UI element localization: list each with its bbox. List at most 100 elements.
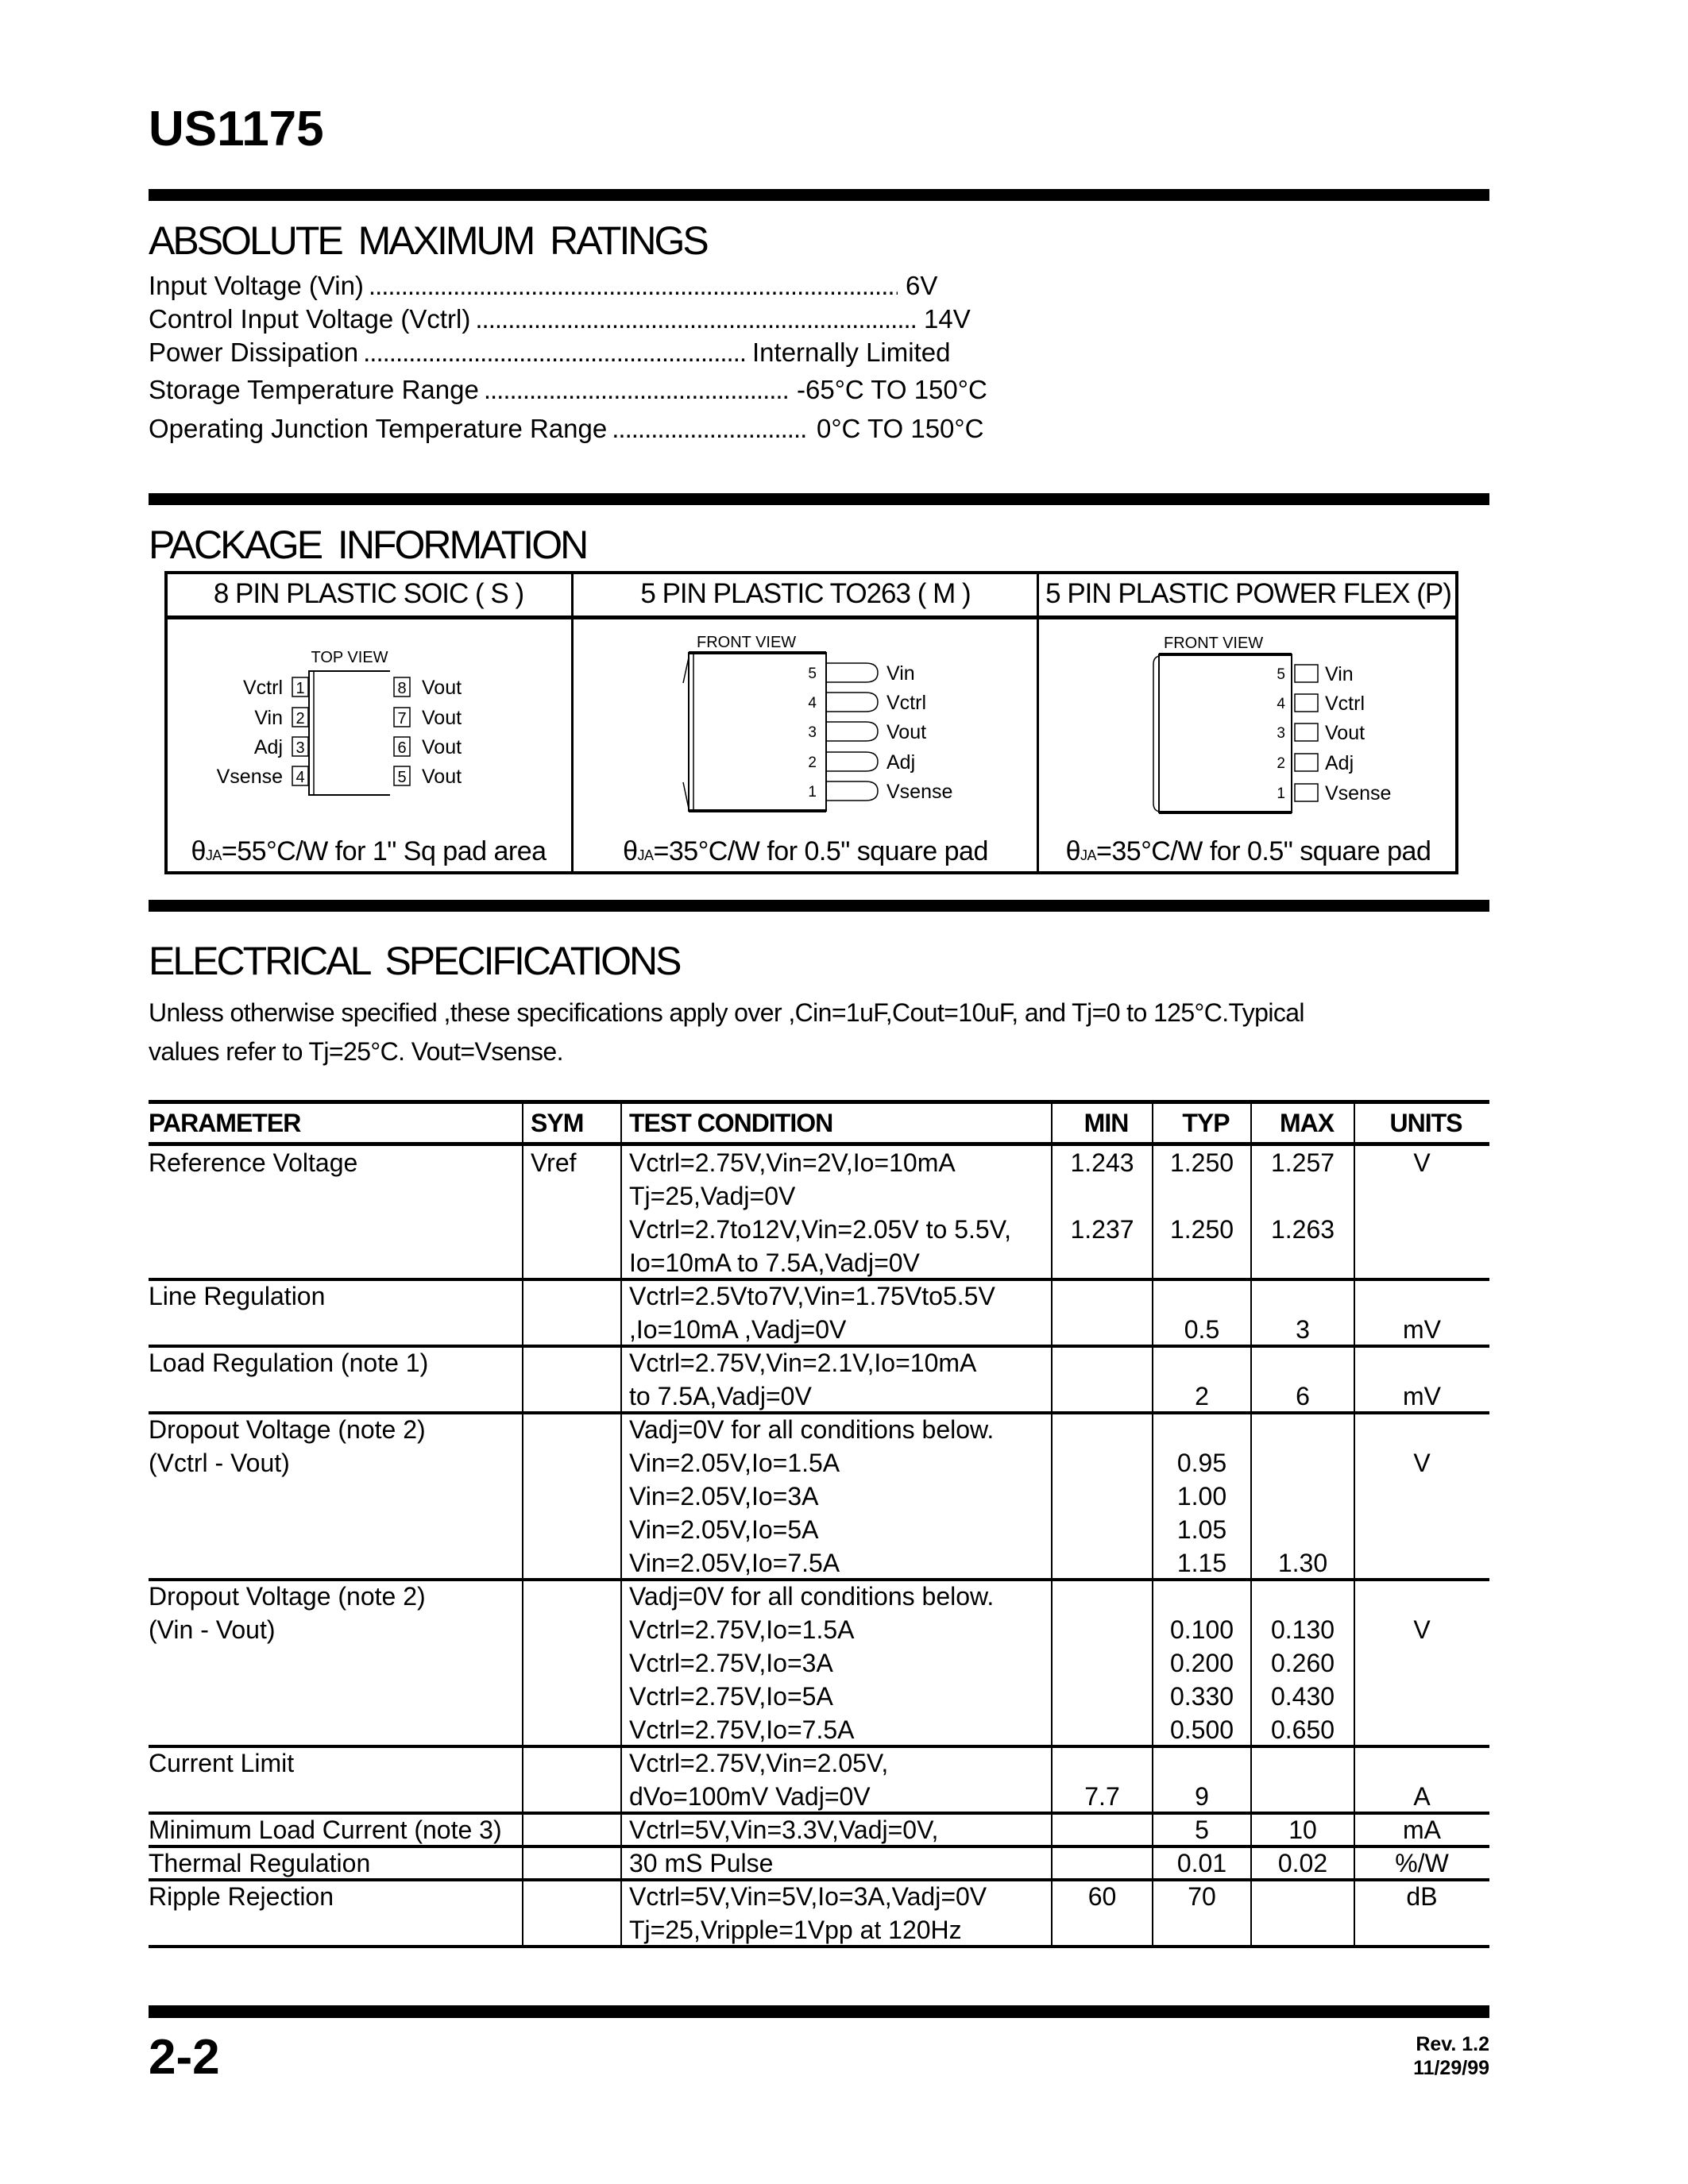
table-cell: 0.100 [1169,1615,1234,1644]
rating-leader: ........................................… [363,338,744,367]
table-cell: Minimum Load Current (note 3) [149,1815,502,1844]
pin-label: Vsense [217,766,283,788]
table-cell: Tj=25,Vadj=0V [629,1182,796,1210]
rating-label: Storage Temperature Range [149,375,479,404]
pin-lead [1294,693,1319,712]
table-cell: 0.5 [1184,1315,1220,1344]
table-cell: dB [1406,1882,1438,1911]
pin-label: Adj [1325,752,1354,774]
column-divider [571,571,574,874]
table-cell: Line Regulation [149,1282,326,1310]
table-row-rule [149,1945,1489,1948]
rating-value: 6V [906,271,938,300]
page-number: 2-2 [149,2030,220,2085]
pin-number: 2 [808,754,817,771]
package-to263-title: 5 PIN PLASTIC TO263 ( M ) [640,578,971,609]
rating-item: Power Dissipation.......................… [149,336,950,369]
pin-label: Vout [422,707,462,729]
table-cell: Ripple Rejection [149,1882,334,1911]
rating-item: Control Input Voltage (Vctrl)...........… [149,303,971,336]
soic-thermal-resistance: θJA=55°C/W for 1" Sq pad area [164,834,573,869]
pin-label: Vsense [886,781,952,803]
pin-label: Vout [422,766,462,788]
to263-diagram: FRONT VIEW 5 Vin 4 Vctrl 3 Vout 2 Adj 1 Vsense [682,634,952,812]
powerflex-view-label: FRONT VIEW [1164,635,1263,652]
pin-label: Vin [886,662,915,685]
table-cell: Io=10mA to 7.5A,Vadj=0V [629,1248,920,1277]
pin-lead [826,662,879,683]
table-cell: 0.330 [1169,1682,1234,1711]
table-cell: 1.30 [1277,1549,1328,1577]
pin-label: Vout [422,677,462,699]
table-cell: V [1413,1449,1431,1477]
table-cell: 10 [1288,1815,1317,1844]
table-row-rule [149,1345,1489,1348]
theta-symbol: θ [1065,836,1081,866]
revision-date: 11/29/99 [1413,2057,1489,2079]
pin-label: Vin [254,707,283,729]
pin-label: Vctrl [1325,693,1365,715]
table-cell: Vctrl=2.75V,Io=3A [629,1649,833,1677]
package-header-divider [164,615,1458,619]
theta-text: =35°C/W for 0.5" square pad [653,836,989,866]
column-header: PARAMETER [149,1109,301,1137]
pin-number: 3 [295,739,304,757]
theta-subscript: JA [637,847,655,863]
table-cell: 1.05 [1176,1515,1227,1544]
pin-number: 3 [1277,725,1285,742]
rating-item: Storage Temperature Range...............… [149,373,987,407]
footer-divider [149,2005,1489,2018]
table-cell: Current Limit [149,1749,295,1777]
rating-item: Operating Junction Temperature Range....… [149,412,983,446]
pin-label: Vin [1325,663,1354,685]
powerflex-thermal-resistance: θJA=35°C/W for 0.5" square pad [1038,834,1458,869]
table-cell: 0.500 [1169,1715,1234,1744]
theta-text: =35°C/W for 0.5" square pad [1096,836,1431,866]
table-cell: A [1413,1782,1431,1811]
table-cell: Vref [531,1148,577,1177]
pin-label: Vout [422,736,462,758]
table-cell: 70 [1188,1882,1216,1911]
pin-lead [1294,783,1319,802]
pin-box [393,707,411,727]
pin-lead [1294,723,1319,742]
revision: Rev. 1.2 [1416,2033,1489,2055]
rating-label: Input Voltage (Vin) [149,271,364,300]
table-cell: Dropout Voltage (note 2) [149,1582,426,1611]
column-rule [1051,1102,1053,1947]
table-cell: Vadj=0V for all conditions below. [629,1415,995,1444]
pin-number: 7 [397,710,406,727]
package-powerflex-title: 5 PIN PLASTIC POWER FLEX (P) [1045,578,1452,609]
rating-value: 14V [924,304,971,334]
pin-number: 4 [1277,696,1285,712]
table-cell: Vctrl=2.5Vto7V,Vin=1.75Vto5.5V [629,1282,995,1310]
pin-number: 4 [295,769,304,786]
table-cell: 0.260 [1270,1649,1335,1677]
column-header: TEST CONDITION [629,1109,833,1137]
table-cell: 0.650 [1270,1715,1335,1744]
pin-lead [826,781,879,801]
table-row-rule [149,1745,1489,1748]
table-cell: Vctrl=5V,Vin=3.3V,Vadj=0V, [629,1815,939,1844]
pin-number: 1 [1277,785,1285,802]
column-rule [1152,1102,1153,1947]
rating-value: 0°C TO 150°C [817,414,984,443]
rating-item: Input Voltage (Vin).....................… [149,269,937,303]
theta-subscript: JA [1080,847,1097,863]
package-information-heading: PACKAGE INFORMATION [149,523,589,567]
rating-value: -65°C TO 150°C [797,375,987,404]
table-cell: Vctrl=2.75V,Io=1.5A [629,1615,855,1644]
section-divider [149,189,1489,201]
pin-label: Vsense [1325,782,1391,805]
rating-leader: ........................................… [483,375,789,404]
rating-label: Power Dissipation [149,338,359,367]
table-cell: to 7.5A,Vadj=0V [629,1382,812,1410]
table-cell: 0.01 [1176,1849,1227,1877]
pin-number: 5 [1277,666,1285,683]
table-cell: 1.250 [1169,1148,1234,1177]
rating-leader: ........................................… [368,271,898,300]
table-cell: Vctrl=2.75V,Vin=2V,Io=10mA [629,1148,956,1177]
column-rule [522,1102,523,1947]
theta-subscript: JA [205,847,222,863]
